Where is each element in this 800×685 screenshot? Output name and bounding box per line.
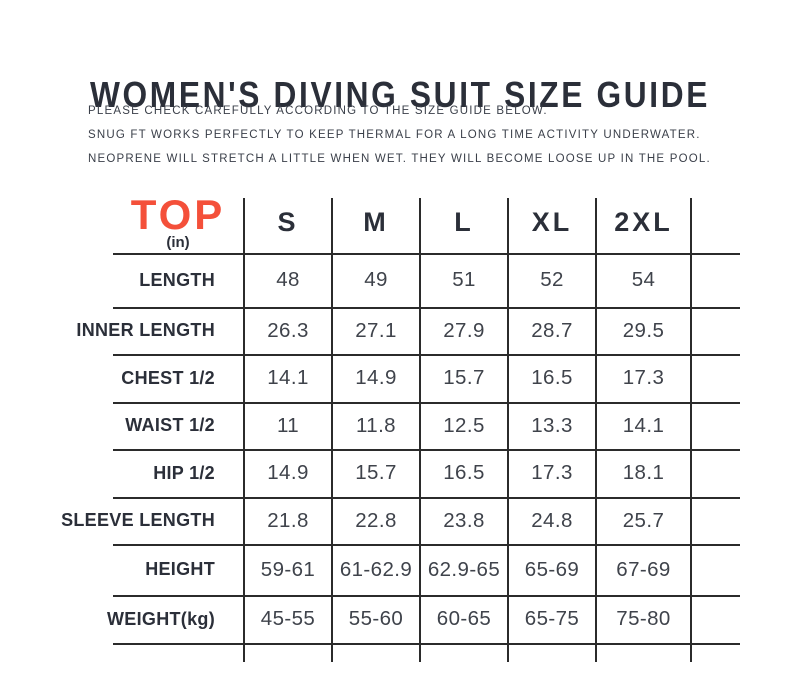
column-header-2xl: 2XL	[614, 206, 673, 237]
size-value: 60-65	[436, 607, 492, 630]
empty-cell	[691, 307, 740, 354]
size-value: 22.8	[355, 508, 397, 532]
size-value: 13.3	[531, 413, 573, 437]
size-value: 45-55	[260, 607, 316, 630]
table-horizontal-line	[113, 307, 740, 309]
table-vertical-line	[690, 198, 692, 662]
empty-cell	[691, 253, 740, 307]
row-label: LENGTH	[139, 269, 215, 290]
table-vertical-line	[331, 198, 333, 662]
size-value: 14.1	[267, 366, 309, 389]
size-value: 14.1	[622, 413, 665, 437]
empty-cell	[691, 449, 740, 497]
size-value: 14.9	[355, 366, 397, 389]
table-horizontal-line	[113, 595, 740, 597]
note-line-2: SNUG FT WORKS PERFECTLY TO KEEP THERMAL …	[88, 129, 701, 141]
table-horizontal-line	[113, 449, 740, 451]
size-value: 25.7	[622, 508, 665, 532]
size-value: 28.7	[531, 318, 573, 342]
table-horizontal-line	[113, 402, 740, 404]
size-value: 65-75	[524, 607, 580, 630]
size-value: 26.3	[267, 318, 309, 342]
size-value: 11.8	[356, 413, 396, 437]
size-value: 16.5	[443, 461, 485, 484]
note-line-3: NEOPRENE WILL STRETCH A LITTLE WHEN WET.…	[88, 153, 711, 165]
size-value: 61-62.9	[339, 557, 413, 581]
size-value: 17.3	[531, 461, 573, 484]
size-value: 14.9	[267, 461, 309, 484]
empty-cell	[691, 595, 740, 643]
size-guide-table: TOP (in) S M L XL 2XL LENGTH 48 49 51 52…	[0, 191, 800, 685]
size-value: 29.5	[622, 318, 665, 342]
size-value: 18.1	[622, 461, 665, 484]
table-horizontal-line	[113, 354, 740, 356]
size-value: 12.5	[443, 413, 485, 437]
table-horizontal-line	[113, 497, 740, 499]
table-vertical-line	[507, 198, 509, 662]
empty-cell	[691, 354, 740, 402]
row-label: HEIGHT	[145, 559, 215, 579]
size-value: 51	[452, 268, 476, 291]
column-header-l: L	[454, 206, 474, 237]
column-header-m: M	[363, 206, 389, 237]
table-corner-cell: TOP (in)	[0, 191, 244, 253]
size-value: 24.8	[531, 508, 573, 532]
table-vertical-line	[243, 198, 245, 662]
size-value: 17.3	[622, 366, 665, 389]
size-guide-notes: PLEASE CHECK CAREFULLY ACCORDING TO THE …	[88, 99, 768, 171]
size-value: 21.8	[267, 508, 309, 532]
table-horizontal-line	[113, 253, 740, 255]
row-label: SLEEVE LENGTH	[61, 510, 215, 530]
table-horizontal-line	[113, 643, 740, 645]
size-value: 27.1	[355, 318, 397, 342]
column-header-s: S	[277, 206, 299, 237]
size-value: 16.5	[531, 366, 573, 389]
empty-cell	[691, 544, 740, 595]
size-value: 49	[364, 268, 388, 291]
table-vertical-line	[419, 198, 421, 662]
size-value: 11	[276, 413, 300, 437]
size-value: 75-80	[616, 607, 671, 630]
row-label: CHEST 1/2	[121, 367, 215, 388]
row-label: WEIGHT(kg)	[107, 608, 215, 629]
empty-cell	[691, 195, 740, 253]
size-value: 48	[276, 268, 300, 291]
size-value: 54	[631, 268, 656, 291]
table-grid: TOP (in) S M L XL 2XL LENGTH 48 49 51 52…	[0, 191, 740, 643]
size-value: 23.8	[443, 508, 485, 532]
row-label: HIP 1/2	[153, 462, 215, 483]
size-value: 62.9-65	[427, 557, 501, 581]
size-value: 67-69	[616, 557, 671, 581]
size-value: 15.7	[355, 461, 397, 484]
note-line-1: PLEASE CHECK CAREFULLY ACCORDING TO THE …	[88, 105, 548, 117]
table-vertical-line	[595, 198, 597, 662]
column-header-xl: XL	[531, 206, 573, 237]
size-value: 59-61	[260, 557, 316, 581]
row-label: WAIST 1/2	[125, 415, 215, 435]
corner-label: TOP	[130, 191, 226, 238]
table-horizontal-line	[113, 544, 740, 546]
corner-unit: (in)	[166, 234, 190, 251]
page-title: WOMEN'S DIVING SUIT SIZE GUIDE	[89, 74, 711, 116]
size-value: 65-69	[524, 557, 580, 581]
size-value: 15.7	[443, 366, 485, 389]
size-value: 27.9	[443, 318, 485, 342]
size-value: 52	[540, 268, 564, 291]
empty-cell	[691, 497, 740, 544]
row-label: INNER LENGTH	[76, 320, 215, 340]
empty-cell	[691, 402, 740, 449]
size-value: 55-60	[348, 607, 404, 630]
